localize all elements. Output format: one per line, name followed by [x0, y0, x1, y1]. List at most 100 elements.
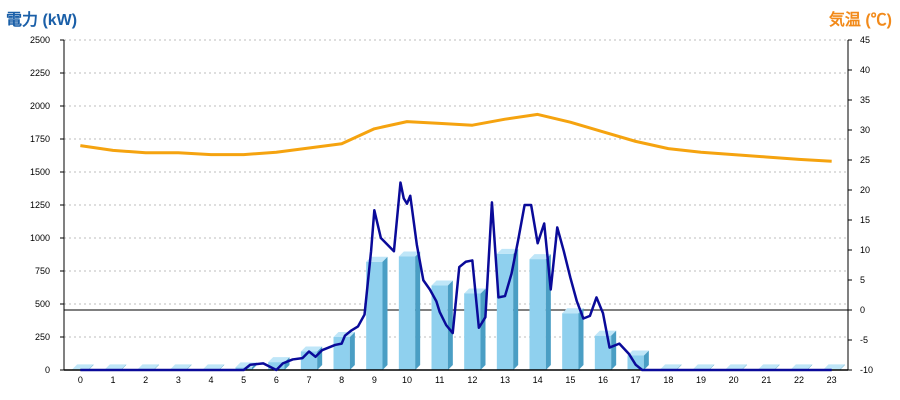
x-tick-label: 11: [435, 375, 444, 385]
left-tick-label: 2250: [30, 68, 50, 78]
bar-side: [88, 364, 94, 370]
left-tick-label: 1000: [30, 233, 50, 243]
bar: [464, 293, 481, 370]
right-tick-label: 35: [860, 95, 870, 105]
bar-top: [300, 346, 323, 352]
bar-side: [480, 288, 486, 370]
bar-top: [104, 364, 127, 370]
x-tick-label: 4: [208, 375, 213, 385]
bar-top: [660, 364, 682, 370]
bar-side: [219, 364, 225, 370]
bar-side: [153, 364, 159, 370]
x-tick-label: 6: [274, 375, 279, 385]
x-tick-label: 17: [631, 375, 641, 385]
x-tick-label: 16: [598, 375, 608, 385]
right-tick-label: 10: [860, 245, 870, 255]
bar-side: [741, 364, 747, 370]
bar: [366, 261, 383, 370]
right-tick-label: -5: [860, 335, 868, 345]
right-axis-title: 気温 (℃): [828, 12, 892, 29]
bar-top: [72, 364, 94, 370]
bar-top: [594, 330, 617, 336]
left-tick-label: 500: [35, 299, 50, 309]
bar-side: [839, 364, 845, 370]
bar-top: [496, 248, 519, 254]
bar: [431, 285, 448, 370]
bar-top: [431, 280, 453, 286]
left-tick-label: 750: [35, 266, 50, 276]
bar-top: [562, 308, 584, 314]
x-tick-label: 5: [241, 375, 246, 385]
x-tick-label: 18: [663, 375, 673, 385]
x-tick-label: 2: [143, 375, 148, 385]
bar-side: [611, 330, 617, 370]
bar: [268, 362, 285, 370]
bar: [398, 256, 416, 370]
bar-side: [709, 364, 715, 370]
bar-side: [121, 364, 127, 370]
bar-side: [349, 332, 355, 370]
bar-side: [807, 364, 813, 370]
x-tick-label: 12: [467, 375, 477, 385]
bar-side: [186, 364, 192, 370]
x-tick-label: 9: [372, 375, 377, 385]
bar-top: [790, 364, 813, 370]
right-tick-label: 0: [860, 305, 865, 315]
bar: [562, 313, 579, 370]
right-tick-label: 40: [860, 65, 870, 75]
x-tick-label: 0: [78, 375, 83, 385]
right-tick-label: 5: [860, 275, 865, 285]
bar-side: [643, 350, 649, 370]
right-tick-label: 20: [860, 185, 870, 195]
bar-side: [415, 251, 421, 370]
bar-side: [578, 308, 584, 370]
x-tick-label: 8: [339, 375, 344, 385]
bar-side: [774, 364, 780, 370]
right-tick-label: 25: [860, 155, 870, 165]
bar-top: [758, 364, 780, 370]
bar-side: [382, 256, 388, 370]
x-tick-label: 7: [306, 375, 311, 385]
bar-top: [725, 364, 747, 370]
left-axis-title: 電力 (kW): [6, 12, 78, 29]
bar-side: [513, 248, 519, 370]
x-tick-label: 10: [402, 375, 412, 385]
bar-top: [692, 364, 715, 370]
bar-top: [268, 357, 290, 363]
x-tick-label: 3: [176, 375, 181, 385]
bar-top: [170, 364, 192, 370]
right-tick-label: -10: [860, 365, 873, 375]
bar-top: [529, 254, 551, 260]
left-tick-label: 2000: [30, 101, 50, 111]
temperature-line: [80, 112, 832, 163]
bar: [594, 335, 612, 370]
bar: [300, 351, 318, 370]
x-tick-label: 22: [794, 375, 804, 385]
left-tick-label: 1250: [30, 200, 50, 210]
x-tick-label: 15: [565, 375, 575, 385]
left-tick-label: 250: [35, 332, 50, 342]
bar-top: [823, 364, 845, 370]
x-tick-label: 23: [827, 375, 837, 385]
x-tick-label: 19: [696, 375, 706, 385]
bar: [496, 253, 514, 370]
power-line: [80, 181, 832, 372]
left-tick-label: 2500: [30, 35, 50, 45]
bar-top: [202, 364, 225, 370]
left-tick-label: 1750: [30, 134, 50, 144]
x-tick-label: 21: [761, 375, 771, 385]
bar: [529, 259, 546, 370]
right-tick-label: 30: [860, 125, 870, 135]
x-tick-label: 1: [110, 375, 115, 385]
left-tick-label: 0: [45, 365, 50, 375]
left-tick-label: 1500: [30, 167, 50, 177]
bar-top: [137, 364, 159, 370]
bar-side: [676, 364, 682, 370]
x-tick-label: 20: [729, 375, 739, 385]
bar-top: [398, 251, 421, 257]
x-tick-label: 13: [500, 375, 510, 385]
right-tick-label: 15: [860, 215, 870, 225]
bar-side: [447, 280, 453, 370]
x-tick-label: 14: [533, 375, 543, 385]
right-tick-label: 45: [860, 35, 870, 45]
